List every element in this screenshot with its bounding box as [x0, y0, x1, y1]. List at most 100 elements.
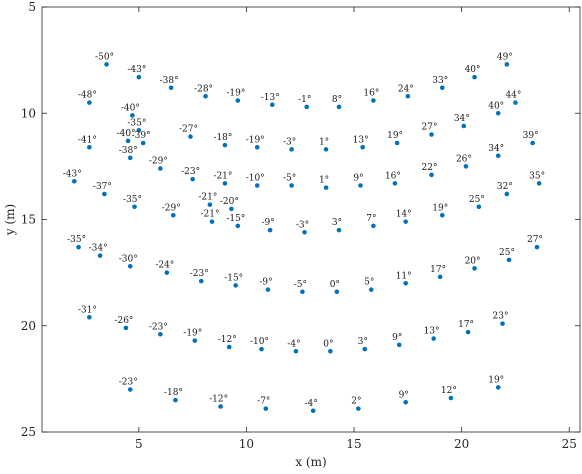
data-point — [358, 183, 363, 188]
data-point-label: 26° — [456, 154, 472, 164]
data-point-label: 25° — [469, 195, 485, 205]
x-tick-label: 25 — [562, 437, 577, 451]
data-point — [267, 227, 273, 233]
data-point — [259, 346, 264, 352]
data-point — [323, 185, 329, 190]
data-point-label: 13° — [424, 327, 440, 337]
data-point-label: 2° — [351, 397, 361, 407]
data-point-label: 12° — [441, 386, 457, 396]
y-axis-title: y (m) — [3, 204, 17, 236]
data-point-label: 32° — [497, 182, 513, 192]
data-point-label: 9° — [392, 333, 402, 343]
data-point — [203, 93, 208, 99]
data-point — [293, 348, 299, 354]
data-point — [476, 204, 482, 210]
data-point — [504, 62, 510, 67]
data-point-label: 17° — [430, 265, 446, 275]
data-point — [158, 331, 163, 337]
data-point-label: -41° — [78, 135, 97, 145]
data-point-label: 8° — [332, 95, 342, 105]
data-point — [437, 274, 443, 280]
data-point — [71, 178, 77, 184]
data-point-label: -5° — [283, 174, 296, 184]
data-point-label: -37° — [93, 182, 112, 192]
data-point-label: -29° — [149, 157, 168, 167]
data-point-label: 13° — [353, 135, 369, 145]
data-point-label: 5° — [364, 278, 374, 288]
data-point-label: 39° — [523, 131, 539, 141]
data-point-label: -10° — [246, 174, 265, 184]
data-point — [334, 289, 340, 295]
data-point-label: -23° — [181, 167, 200, 177]
data-point — [254, 144, 260, 150]
data-point — [465, 329, 471, 335]
data-point-label: -10° — [250, 337, 269, 347]
data-point — [76, 244, 81, 250]
data-point — [140, 140, 146, 146]
data-point — [304, 104, 309, 110]
data-point — [164, 270, 170, 275]
data-point-label: 35° — [529, 171, 545, 181]
data-point-label: -29° — [162, 203, 181, 213]
data-point-label: -26° — [114, 316, 133, 326]
data-point — [302, 229, 307, 235]
data-point — [336, 227, 342, 233]
data-point-label: -21° — [201, 210, 220, 220]
data-point — [534, 244, 540, 250]
data-point-label: -13° — [261, 93, 280, 103]
data-point-label: 19° — [387, 131, 403, 141]
data-point — [269, 102, 275, 108]
data-point-label: -3° — [283, 137, 296, 147]
data-point — [222, 181, 228, 186]
data-point-label: -34° — [89, 244, 108, 254]
data-point-label: 27° — [422, 123, 438, 133]
data-point-label: -38° — [160, 76, 179, 86]
data-point-label: 19° — [488, 375, 504, 385]
data-point — [439, 85, 445, 91]
data-point — [403, 280, 408, 286]
data-point — [513, 100, 518, 105]
data-point — [190, 176, 195, 182]
data-point — [170, 212, 176, 218]
data-point-label: -35° — [127, 118, 146, 128]
data-point — [188, 134, 193, 139]
data-point — [168, 85, 174, 91]
data-point — [495, 110, 501, 116]
data-point-label: -15° — [226, 214, 245, 224]
data-point — [263, 406, 269, 411]
data-point — [429, 132, 434, 137]
data-point-label: -24° — [155, 261, 174, 271]
data-point — [289, 183, 294, 188]
data-point — [198, 278, 204, 284]
data-point — [362, 346, 368, 352]
data-point-label: 24° — [398, 84, 414, 94]
data-point — [254, 183, 260, 188]
data-point-label: 44° — [505, 91, 521, 101]
data-point — [371, 223, 376, 229]
data-point-label: 0° — [330, 280, 340, 290]
y-tick-label: 10 — [21, 106, 36, 120]
data-point-label: -9° — [259, 278, 272, 288]
data-point-label: 7° — [366, 214, 376, 224]
data-point-label: -43° — [63, 169, 82, 179]
data-point-label: 16° — [385, 171, 401, 181]
data-point — [439, 212, 445, 218]
data-point-label: -23° — [190, 269, 209, 279]
y-tick-label: 20 — [21, 319, 36, 333]
data-point-label: 27° — [527, 235, 543, 245]
data-point — [323, 147, 329, 152]
data-point-label: -12° — [218, 335, 237, 345]
data-point — [300, 289, 305, 295]
data-point-label: -4° — [305, 399, 318, 409]
data-point-label: -39° — [132, 131, 151, 141]
plot-area-frame — [41, 6, 581, 433]
data-point-label: -40° — [121, 103, 140, 113]
data-point-label: 11° — [396, 271, 412, 281]
data-point-label: 1° — [319, 137, 329, 147]
data-point — [500, 321, 505, 326]
data-point — [209, 219, 215, 224]
data-point-label: -23° — [149, 322, 168, 332]
data-point — [158, 166, 163, 171]
data-point-label: -23° — [119, 378, 138, 388]
